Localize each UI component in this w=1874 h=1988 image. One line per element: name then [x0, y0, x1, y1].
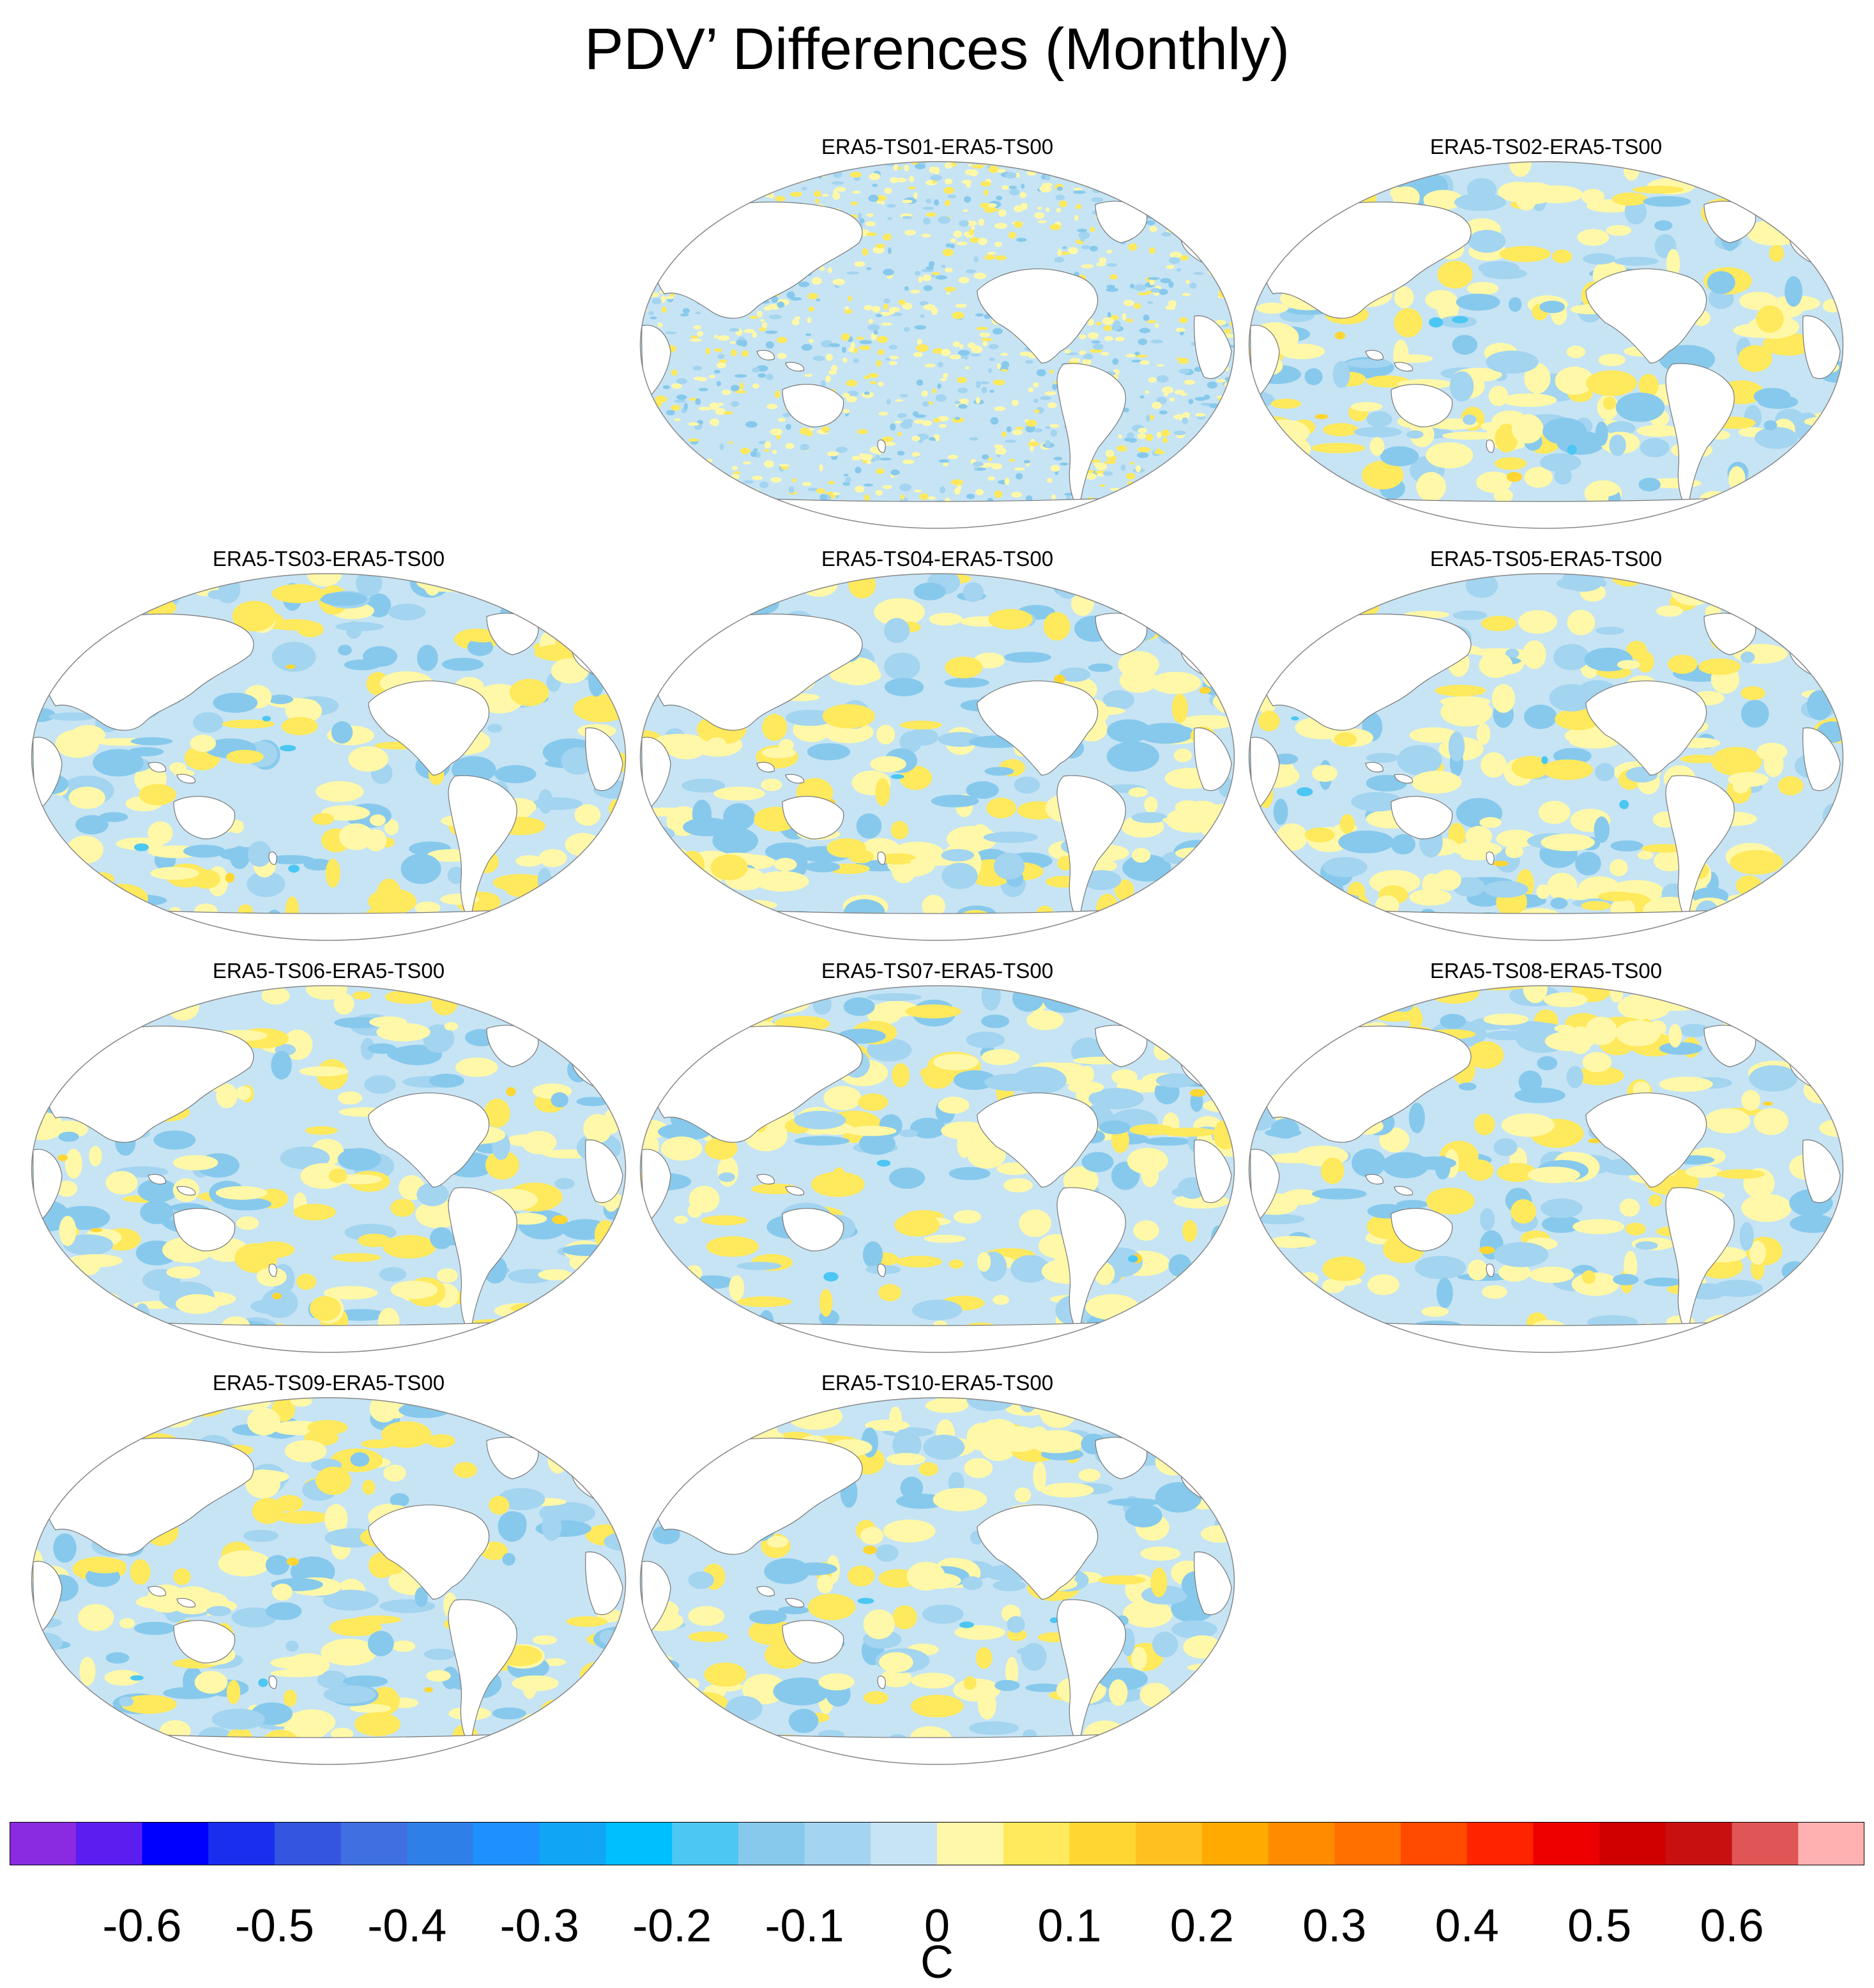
colorbar-tick-label: -0.6: [102, 1900, 182, 1952]
colorbar-swatch: [208, 1822, 275, 1865]
colorbar-swatch: [407, 1822, 474, 1865]
colorbar-swatch: [738, 1822, 805, 1865]
colorbar-swatch: [1732, 1822, 1799, 1865]
colorbar-swatch: [1136, 1822, 1203, 1865]
world-map: [1248, 985, 1844, 1353]
colorbar-tick-label: -0.5: [234, 1900, 314, 1952]
panel-title: ERA5-TS02-ERA5-TS00: [1429, 135, 1663, 158]
colorbar-swatch: [606, 1822, 673, 1865]
panel-title: ERA5-TS03-ERA5-TS00: [212, 547, 445, 570]
ocean-anomaly-field: [640, 1398, 1235, 1764]
colorbar-swatch: [142, 1822, 209, 1865]
ocean-anomaly-field: [31, 1398, 626, 1764]
colorbar-swatch: [1798, 1822, 1864, 1865]
world-map: [1248, 573, 1844, 941]
world-map: [1248, 161, 1844, 529]
map-panel-ts05: ERA5-TS05-ERA5-TS00: [1247, 546, 1845, 942]
colorbar-swatch: [1466, 1822, 1534, 1865]
map-panel-ts06: ERA5-TS06-ERA5-TS00: [30, 958, 627, 1354]
colorbar-tick-label: 0.3: [1302, 1900, 1367, 1952]
map-panel-ts01: ERA5-TS01-ERA5-TS00: [639, 134, 1236, 530]
world-map: [31, 573, 627, 941]
colorbar-tick-label: 0.2: [1169, 1900, 1234, 1952]
map-panel-ts03: ERA5-TS03-ERA5-TS00: [30, 546, 627, 942]
colorbar: [10, 1822, 1864, 1865]
colorbar-tick-label: 0.1: [1037, 1900, 1102, 1952]
world-map: [639, 573, 1235, 941]
colorbar-swatch: [1599, 1822, 1666, 1865]
map-panel-ts10: ERA5-TS10-ERA5-TS00: [639, 1370, 1236, 1766]
colorbar-swatch: [804, 1822, 871, 1865]
colorbar-swatch: [340, 1822, 408, 1865]
world-map: [639, 985, 1235, 1353]
colorbar-tick-label: 0.5: [1567, 1900, 1632, 1952]
colorbar-swatch: [539, 1822, 606, 1865]
panel-title: ERA5-TS09-ERA5-TS00: [212, 1371, 445, 1395]
colorbar-swatch: [75, 1822, 142, 1865]
map-panel-ts02: ERA5-TS02-ERA5-TS00: [1247, 134, 1845, 530]
map-panel-ts04: ERA5-TS04-ERA5-TS00: [639, 546, 1236, 942]
panel-title: ERA5-TS10-ERA5-TS00: [821, 1371, 1054, 1395]
colorbar-swatch: [1334, 1822, 1401, 1865]
world-map: [639, 1397, 1235, 1765]
colorbar-swatch: [871, 1822, 938, 1865]
colorbar-swatch: [1665, 1822, 1733, 1865]
colorbar-swatch: [1003, 1822, 1070, 1865]
colorbar-swatch: [1401, 1822, 1468, 1865]
ocean-anomaly-field: [1249, 986, 1843, 1352]
colorbar-swatch: [1268, 1822, 1335, 1865]
colorbar-swatch: [473, 1822, 540, 1865]
figure-title: PDV’ Differences (Monthly): [584, 17, 1290, 82]
colorbar-swatch: [1201, 1822, 1269, 1865]
colorbar-swatch: [672, 1822, 739, 1865]
colorbar-tick-label: -0.3: [499, 1900, 579, 1952]
world-map: [31, 1397, 627, 1765]
colorbar-tick-label: 0: [924, 1900, 950, 1952]
colorbar-swatch: [10, 1822, 77, 1865]
panel-title: ERA5-TS07-ERA5-TS00: [821, 959, 1054, 983]
ocean-anomaly-field: [640, 574, 1235, 940]
colorbar-tick-label: -0.2: [632, 1900, 712, 1952]
colorbar-tick-label: -0.1: [765, 1900, 844, 1952]
ocean-anomaly-field: [31, 986, 626, 1352]
colorbar-tick-label: -0.4: [367, 1900, 447, 1952]
colorbar-swatch: [937, 1822, 1004, 1865]
panel-title: ERA5-TS04-ERA5-TS00: [821, 547, 1054, 570]
world-map: [639, 161, 1235, 529]
ocean-anomaly-field: [640, 986, 1235, 1352]
ocean-anomaly-field: [1249, 574, 1843, 940]
colorbar-swatch: [1069, 1822, 1136, 1865]
ocean-anomaly-field: [31, 574, 626, 940]
world-map: [31, 985, 627, 1353]
panel-title: ERA5-TS01-ERA5-TS00: [821, 135, 1054, 158]
panel-title: ERA5-TS05-ERA5-TS00: [1429, 547, 1663, 570]
map-panel-ts09: ERA5-TS09-ERA5-TS00: [30, 1370, 627, 1766]
map-panel-ts07: ERA5-TS07-ERA5-TS00: [639, 958, 1236, 1354]
ocean-anomaly-field: [1249, 162, 1843, 528]
panel-title: ERA5-TS08-ERA5-TS00: [1429, 959, 1663, 983]
colorbar-swatch: [1533, 1822, 1600, 1865]
map-panel-ts08: ERA5-TS08-ERA5-TS00: [1247, 958, 1845, 1354]
colorbar-tick-label: 0.4: [1435, 1900, 1499, 1952]
colorbar-swatch: [274, 1822, 342, 1865]
colorbar-units-label: C: [920, 1937, 954, 1988]
colorbar-tick-label: 0.6: [1700, 1900, 1764, 1952]
ocean-anomaly-field: [640, 162, 1235, 528]
panel-title: ERA5-TS06-ERA5-TS00: [212, 959, 445, 983]
